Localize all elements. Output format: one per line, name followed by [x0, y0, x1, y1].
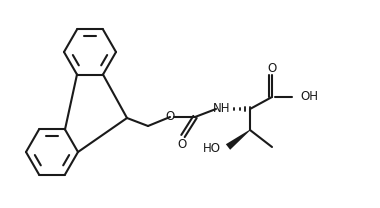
Text: OH: OH: [300, 90, 318, 104]
Text: O: O: [165, 110, 175, 124]
Polygon shape: [226, 130, 250, 150]
Text: O: O: [268, 62, 277, 74]
Text: O: O: [177, 137, 187, 151]
Text: NH: NH: [213, 103, 231, 115]
Text: HO: HO: [203, 142, 221, 156]
